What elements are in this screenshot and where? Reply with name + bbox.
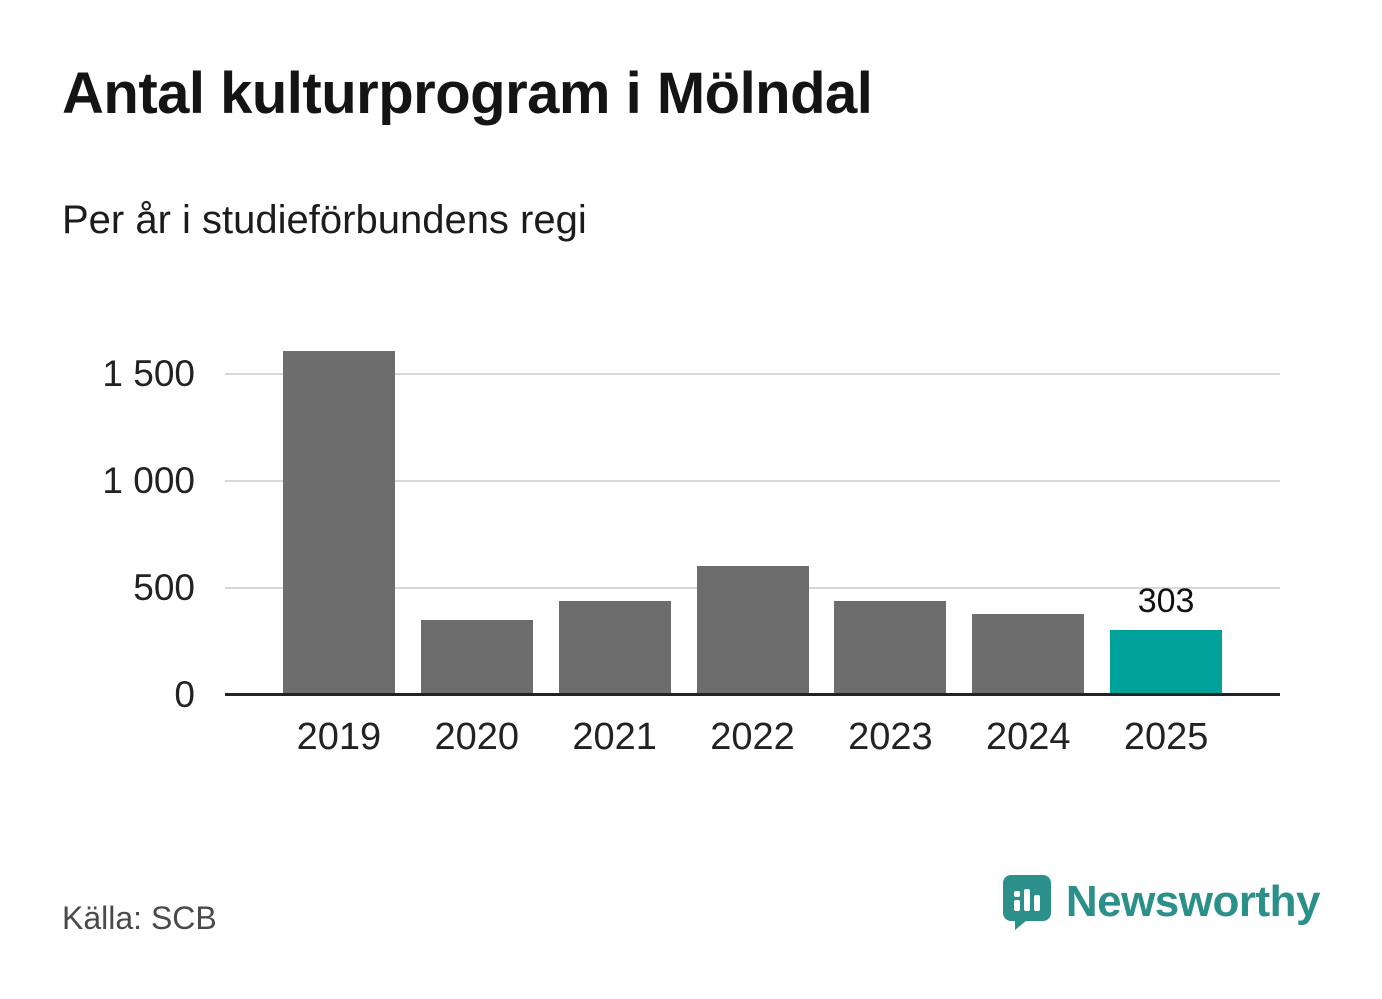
- gridline: [225, 373, 1280, 376]
- x-labels-row: 2019 2020 2021 2022 2023 2024 2025: [225, 716, 1280, 759]
- bar-2021[interactable]: [558, 600, 671, 695]
- bar-2023[interactable]: [834, 600, 947, 695]
- bar-slot: [270, 340, 408, 695]
- x-tick-label-2023: 2023: [848, 716, 933, 758]
- plot-area: 303 0 500 1 000 1 500: [102, 340, 1280, 715]
- chart-title: Antal kulturprogram i Mölndal: [62, 61, 873, 126]
- y-tick-label: 1 000: [102, 460, 195, 502]
- x-axis-line: [225, 693, 1280, 696]
- bar-slot: [684, 340, 822, 695]
- gridline: [225, 480, 1280, 483]
- x-tick-label-2021: 2021: [572, 716, 657, 758]
- y-tick-label: 0: [174, 674, 195, 715]
- bar-slot: [408, 340, 546, 695]
- bar-slot: [546, 340, 684, 695]
- bar-2019[interactable]: [282, 350, 395, 695]
- bar-value-label: 303: [1137, 582, 1195, 621]
- x-tick-label-2019: 2019: [296, 716, 382, 758]
- brand-lockup[interactable]: Newsworthy: [1002, 874, 1321, 930]
- brand-wordmark: Newsworthy: [1065, 877, 1321, 926]
- x-tick-label-2022: 2022: [710, 716, 795, 758]
- bar-slot: 303: [1097, 340, 1235, 695]
- newsworthy-logo-icon: [1002, 874, 1052, 930]
- bar-2024[interactable]: [972, 613, 1085, 695]
- bar-2022[interactable]: [696, 565, 809, 695]
- x-tick-label-2025: 2025: [1123, 716, 1209, 758]
- x-tick-label-2024: 2024: [985, 716, 1071, 758]
- bar-2025[interactable]: 303: [1110, 582, 1223, 695]
- bars-row: 303: [225, 340, 1280, 695]
- y-tick-label: 500: [133, 567, 195, 609]
- bar-2020[interactable]: [420, 620, 533, 695]
- bar-slot: [959, 340, 1097, 695]
- chart-subtitle: Per år i studieförbundens regi: [62, 198, 587, 242]
- source-label: Källa: SCB: [62, 900, 217, 936]
- bar-slot: [821, 340, 959, 695]
- x-tick-label-2020: 2020: [434, 716, 520, 758]
- y-tick-label: 1 500: [102, 353, 195, 395]
